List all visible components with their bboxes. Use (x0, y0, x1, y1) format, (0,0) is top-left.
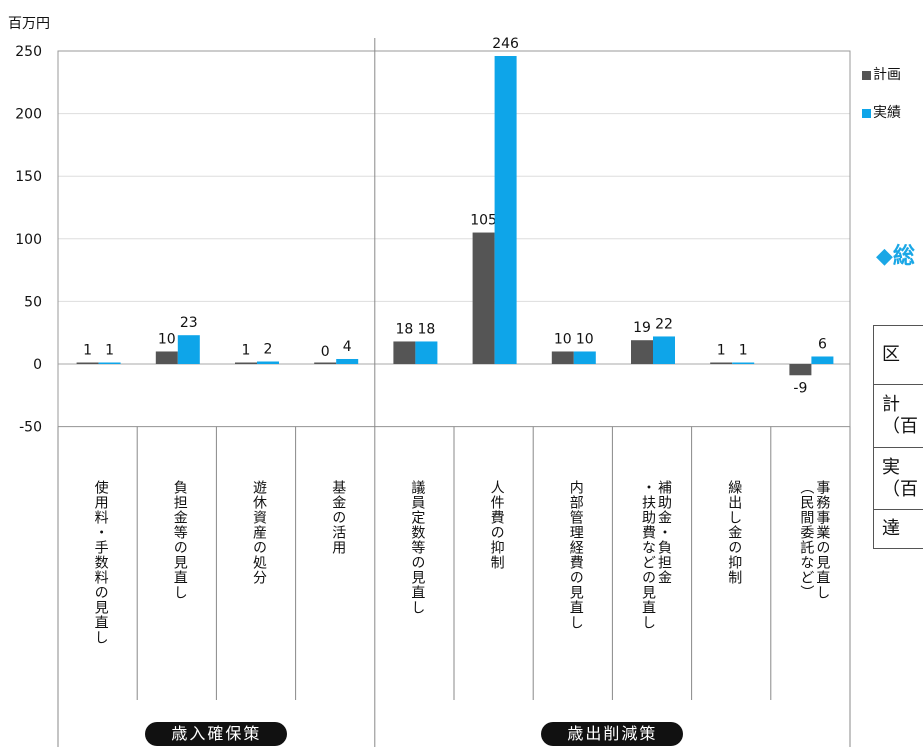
data-label-actual: 246 (492, 36, 519, 52)
y-tick-label: 50 (24, 294, 42, 310)
cell-text: 達 (882, 518, 900, 539)
summary-table-cell-actual: 実 （百 (874, 448, 923, 510)
data-label-actual: 6 (818, 336, 827, 352)
data-label-plan: 1 (242, 343, 251, 359)
data-label-actual: 1 (739, 343, 748, 359)
unit-label: 百万円 (8, 16, 50, 32)
legend-label-actual: 実績 (873, 105, 901, 121)
cell-text: 区 (882, 344, 900, 365)
data-label-plan: 105 (470, 213, 497, 229)
data-label-actual: 1 (105, 343, 114, 359)
category-label: 遊休資産の処分 (251, 480, 267, 585)
data-label-actual: 2 (264, 341, 273, 357)
category-label: 議員定数等の見直し (409, 480, 426, 615)
data-label-plan: 1 (717, 343, 726, 359)
bar-actual (653, 336, 675, 364)
bar-plan (76, 362, 99, 364)
bar-actual (336, 358, 359, 364)
y-tick-label: 0 (33, 357, 42, 373)
bar-plan (155, 351, 178, 364)
bar-actual (573, 351, 596, 364)
legend-label-plan: 計画 (873, 67, 901, 83)
data-label-plan: 19 (633, 320, 651, 336)
category-label: 事務事業の見直し （民間委託など） (798, 480, 831, 600)
y-tick-label: -50 (19, 420, 42, 436)
bar-plan (631, 340, 653, 364)
bar-actual (415, 341, 438, 364)
summary-table-cell-plan: 計 （百 (874, 385, 923, 448)
data-label-actual: 4 (343, 339, 352, 355)
cell-text: 実 (882, 456, 900, 478)
bar-actual (494, 56, 517, 365)
y-tick-label: 150 (15, 169, 42, 185)
data-label-plan: 1 (83, 343, 92, 359)
cell-text: 計 (882, 394, 900, 415)
y-tick-label: 100 (15, 232, 42, 248)
category-label: 基金の活用 (330, 480, 347, 555)
data-label-plan: 18 (395, 321, 413, 337)
bar-actual (811, 356, 834, 364)
bar-plan (235, 362, 257, 364)
group-label: 歳出削減策 (541, 722, 684, 746)
bar-plan (710, 362, 733, 364)
summary-table-cell-category: 区 (874, 326, 923, 385)
summary-table-cell-rate: 達 (874, 510, 923, 548)
group-label: 歳入確保策 (145, 722, 288, 746)
data-label-actual: 10 (576, 331, 594, 347)
category-label: 補助金・負担金 ・扶助費などの見直し (640, 480, 672, 630)
data-label-plan: 10 (554, 331, 572, 347)
data-label-actual: 22 (655, 316, 673, 332)
bar-plan (789, 364, 812, 376)
summary-table: 区 計 （百 実 （百 達 (873, 325, 923, 549)
legend-swatch-plan (862, 70, 871, 80)
data-label-actual: 18 (417, 321, 435, 337)
legend-swatch-actual (862, 108, 871, 118)
bar-plan (472, 232, 495, 364)
bar-actual (98, 362, 121, 364)
data-label-plan: 10 (158, 331, 176, 347)
summary-panel-title: ◆総 (876, 244, 915, 269)
category-label: 内部管理経費の見直し (567, 480, 584, 630)
cell-text: （百 (882, 416, 918, 437)
category-label: 人件費の抑制 (488, 480, 505, 570)
bar-plan (551, 351, 574, 364)
y-tick-label: 250 (15, 44, 42, 60)
y-tick-label: 200 (15, 107, 42, 123)
cell-text: （百 (882, 478, 918, 500)
legend-item-plan: 計画 (862, 66, 901, 84)
data-label-actual: 23 (180, 315, 198, 331)
bar-plan (314, 362, 337, 364)
category-label: 使用料・手数料の見直し (92, 480, 109, 645)
bar-actual (732, 362, 755, 364)
bar-plan (393, 341, 416, 364)
bar-actual (177, 335, 200, 364)
category-label: 負担金等の見直し (171, 480, 188, 600)
category-label: 繰出し金の抑制 (726, 480, 743, 585)
bar-actual (257, 361, 279, 364)
data-label-plan: 0 (321, 344, 330, 360)
legend-item-actual: 実績 (862, 104, 901, 122)
data-label-plan: -9 (793, 380, 807, 396)
